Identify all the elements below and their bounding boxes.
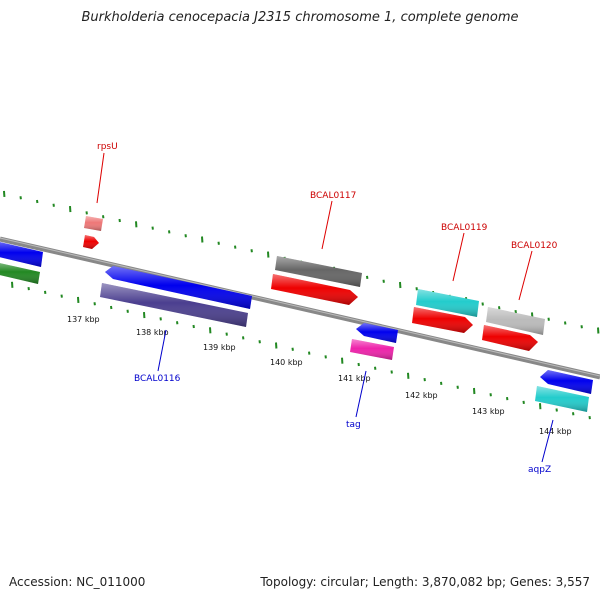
- map-title: Burkholderia cenocepacia J2315 chromosom…: [81, 10, 519, 25]
- leader-BCAL0116: [157, 329, 167, 372]
- leader-BCAL0119: [452, 232, 465, 282]
- gene-label-BCAL0117: BCAL0117: [310, 191, 356, 201]
- gene-label-tag: tag: [346, 420, 361, 430]
- leader-BCAL0120: [518, 250, 533, 301]
- scale-label: 138 kbp: [136, 328, 169, 337]
- scale-label: 137 kbp: [67, 315, 100, 324]
- scale-labels: 137 kbp 138 kbp 139 kbp 140 kbp 141 kbp …: [67, 315, 572, 436]
- gene-label-BCAL0120: BCAL0120: [511, 241, 558, 251]
- scale-label: 143 kbp: [472, 407, 505, 416]
- gene-features: [0, 216, 593, 412]
- scale-label: 140 kbp: [270, 358, 303, 367]
- leader-tag: [355, 370, 367, 418]
- label-leaders: [96, 152, 554, 463]
- backbone: [0, 236, 600, 380]
- gene-label-aqpZ: aqpZ: [528, 465, 551, 475]
- scale-label: 144 kbp: [539, 427, 572, 436]
- leader-rpsU: [96, 152, 105, 204]
- scale-label: 139 kbp: [203, 343, 236, 352]
- scale-label: 142 kbp: [405, 391, 438, 400]
- gene-label-BCAL0116: BCAL0116: [134, 374, 181, 384]
- leader-aqpZ: [541, 419, 554, 463]
- gene-label-rpsU: rpsU: [97, 142, 118, 152]
- gene-label-BCAL0119: BCAL0119: [441, 223, 488, 233]
- gene-labels: rpsU BCAL0117 BCAL0119 BCAL0120 BCAL0116…: [97, 142, 558, 475]
- genome-stats: Topology: circular; Length: 3,870,082 bp…: [260, 575, 590, 589]
- inner-scale-track: [11, 281, 591, 420]
- scale-label: 141 kbp: [338, 374, 371, 383]
- accession-info: Accession: NC_011000: [9, 575, 146, 589]
- leader-BCAL0117: [321, 200, 333, 250]
